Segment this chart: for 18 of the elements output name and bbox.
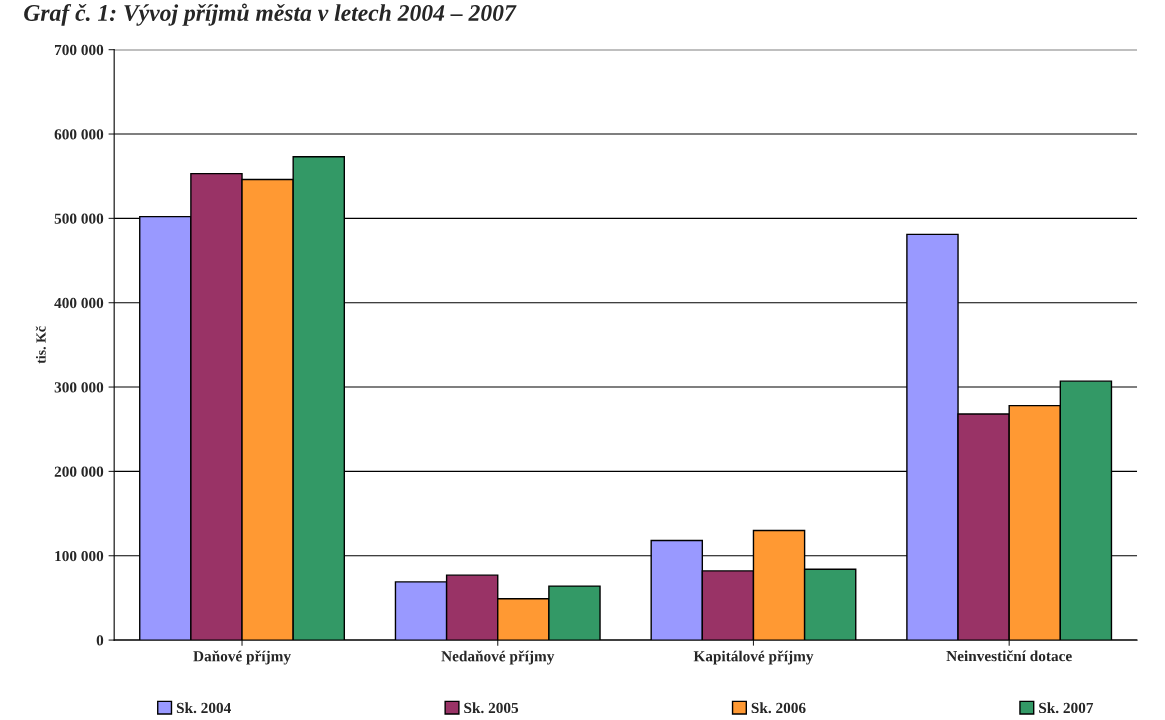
y-tick-label: 100 000	[55, 550, 104, 562]
y-tick-label: 0	[96, 635, 104, 646]
x-tick-label: Kapitálové příjmy	[693, 650, 814, 665]
y-tick-label: 200 000	[54, 466, 104, 477]
y-tick-label: 400 000	[54, 297, 104, 309]
y-tick-label: 500 000	[54, 213, 104, 224]
chart-title: Graf č. 1: Vývoj příjmů města v letech 2004 – 2007	[24, 3, 517, 26]
legend-label: Sk. 2005	[464, 702, 519, 714]
y-tick-label: 300 000	[54, 382, 104, 393]
legend-label: Sk. 2006	[751, 702, 806, 714]
y-tick-label: 700 000	[54, 44, 104, 56]
y-tick-label: 600 000	[54, 129, 104, 140]
legend-label: Sk. 2007	[1039, 702, 1094, 714]
x-tick-label: Daňové příjmy	[193, 650, 291, 665]
x-tick-label: Nedaňové příjmy	[441, 650, 555, 665]
y-axis-title: tis. Kč	[35, 326, 46, 364]
x-tick-label: Neinvestiční dotace	[946, 650, 1072, 662]
legend-label: Sk. 2004	[176, 702, 231, 714]
